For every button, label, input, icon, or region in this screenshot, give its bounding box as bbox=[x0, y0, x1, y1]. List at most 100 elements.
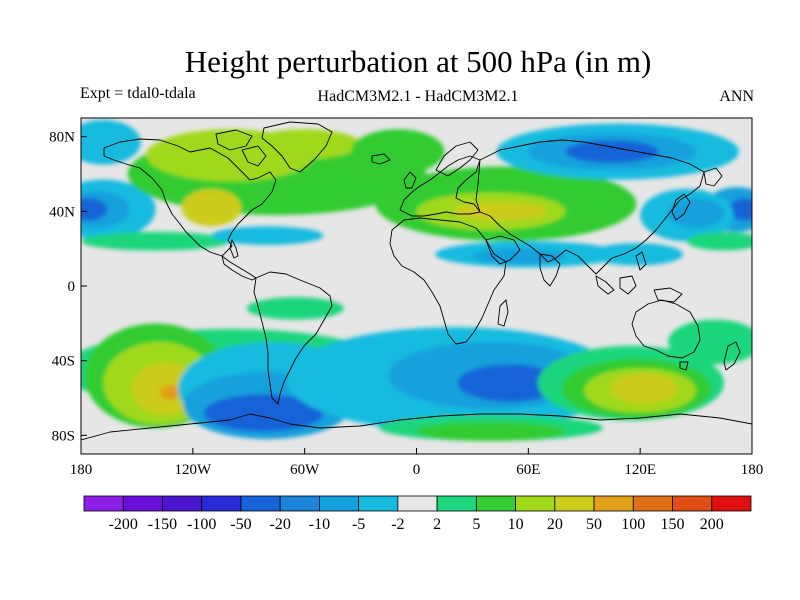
y-tick-label: 40S bbox=[52, 354, 75, 370]
anomaly-field bbox=[81, 119, 752, 441]
x-tick-label: 120E bbox=[624, 462, 656, 478]
anomaly-region bbox=[204, 394, 324, 432]
anomaly-region bbox=[668, 198, 725, 229]
x-tick-label: 0 bbox=[413, 462, 421, 478]
colorbar-label: 5 bbox=[472, 516, 480, 533]
colorbar-swatch bbox=[358, 495, 399, 512]
anomaly-region bbox=[159, 384, 182, 400]
anomaly-region bbox=[729, 198, 752, 221]
x-tick-label: 60W bbox=[290, 462, 320, 478]
y-tick-label: 80N bbox=[49, 130, 75, 146]
colorbar-swatch bbox=[122, 495, 163, 512]
coastline-australia bbox=[631, 299, 701, 359]
colorbar-swatch bbox=[554, 495, 595, 512]
coastline-new-zealand bbox=[723, 341, 741, 371]
coastline-iceland bbox=[371, 153, 391, 165]
experiment-label: Expt = tdal0-tdala bbox=[80, 85, 196, 102]
colorbar-label: -200 bbox=[109, 516, 138, 533]
coastline-new-guinea bbox=[653, 287, 683, 303]
x-tick-label: 180 bbox=[741, 462, 764, 478]
coastline-india bbox=[539, 253, 561, 287]
coastline-south-america bbox=[253, 271, 333, 405]
anomaly-region bbox=[246, 297, 344, 320]
colorbar-label: -50 bbox=[230, 516, 251, 533]
colorbar-label: -150 bbox=[148, 516, 177, 533]
coastlines bbox=[81, 121, 752, 441]
colorbar-swatch bbox=[475, 495, 516, 512]
coastline-central-america bbox=[221, 255, 257, 281]
colorbar-swatch bbox=[201, 495, 242, 512]
plot-title: Height perturbation at 500 hPa (in m) bbox=[184, 44, 652, 79]
coastline-madagascar bbox=[497, 299, 509, 327]
colorbar-swatch bbox=[319, 495, 360, 512]
colorbar-swatch bbox=[593, 495, 634, 512]
coastline-borneo bbox=[619, 275, 637, 295]
y-tick-label: 40N bbox=[49, 204, 75, 220]
coastline-florida bbox=[229, 239, 239, 259]
y-tick-label: 80S bbox=[52, 428, 75, 444]
coastline-scandinavia bbox=[435, 141, 479, 177]
model-label: HadCM3M2.1 - HadCM3M2.1 bbox=[317, 88, 519, 105]
anomaly-region bbox=[686, 231, 752, 251]
coastline-sumatra bbox=[595, 275, 615, 295]
anomaly-region bbox=[181, 188, 242, 227]
anomaly-region bbox=[453, 202, 547, 221]
coastline-baffin bbox=[241, 145, 267, 167]
colorbar-label: 100 bbox=[621, 516, 645, 533]
coastline-africa bbox=[389, 217, 507, 345]
x-tick-label: 180 bbox=[70, 462, 93, 478]
anomaly-region bbox=[81, 119, 141, 165]
x-tick-label: 60E bbox=[516, 462, 540, 478]
coastline-greenland bbox=[261, 121, 333, 173]
colorbar-swatch bbox=[632, 495, 673, 512]
coastline-kamchatka bbox=[703, 167, 723, 187]
longitude-axis: 180 120W 60W 0 60E 120E 180 bbox=[70, 448, 764, 478]
colorbar-swatch bbox=[240, 495, 281, 512]
anomaly-region bbox=[81, 231, 231, 251]
colorbar-swatch bbox=[672, 495, 713, 512]
colorbar-swatch bbox=[162, 495, 203, 512]
coastline-europe bbox=[399, 155, 481, 217]
colorbar-swatch bbox=[279, 495, 320, 512]
colorbar-label: 150 bbox=[661, 516, 685, 533]
colorbar-label: -5 bbox=[352, 516, 365, 533]
anomaly-region bbox=[416, 422, 566, 441]
anomaly-region bbox=[248, 129, 361, 160]
anomaly-region bbox=[211, 226, 324, 245]
anomaly-region bbox=[610, 373, 678, 404]
colorbar-label: -10 bbox=[309, 516, 330, 533]
coastline-asia bbox=[475, 139, 705, 275]
coastline-philippines bbox=[635, 251, 647, 271]
colorbar-label: 10 bbox=[508, 516, 524, 533]
colorbar-label: 20 bbox=[547, 516, 563, 533]
colorbar-label: 200 bbox=[700, 516, 724, 533]
coastline-arabia bbox=[485, 235, 521, 265]
anomaly-region bbox=[668, 319, 752, 365]
colorbar-swatch bbox=[515, 495, 556, 512]
anomaly-region bbox=[457, 364, 562, 402]
anomaly-region bbox=[351, 129, 445, 175]
anomaly-region bbox=[589, 243, 684, 266]
coastline-north-america bbox=[103, 138, 277, 257]
x-tick-label: 120W bbox=[174, 462, 212, 478]
colorbar: -200 -150 -100 -50 -20 -10 -5 -2 2 5 10 20 50 100 150 2… bbox=[83, 495, 752, 533]
coastline-arctic-islands bbox=[215, 129, 253, 151]
anomaly-region bbox=[81, 198, 108, 221]
colorbar-label: -20 bbox=[270, 516, 291, 533]
coastline-antarctica bbox=[81, 413, 752, 441]
anomaly-region bbox=[565, 140, 659, 163]
coastline-japan bbox=[671, 193, 691, 221]
latitude-axis: 80N 40N 0 40S 80S bbox=[49, 130, 87, 444]
colorbar-label: -2 bbox=[391, 516, 404, 533]
colorbar-swatch bbox=[436, 495, 477, 512]
colorbar-swatch bbox=[83, 495, 124, 512]
colorbar-swatch bbox=[397, 495, 438, 512]
coastline-uk bbox=[403, 171, 417, 189]
colorbar-label: -100 bbox=[187, 516, 216, 533]
coastline-tasmania bbox=[679, 361, 689, 371]
colorbar-swatch bbox=[711, 495, 752, 512]
colorbar-label: 50 bbox=[586, 516, 602, 533]
season-label: ANN bbox=[719, 88, 754, 105]
y-tick-label: 0 bbox=[68, 279, 76, 295]
